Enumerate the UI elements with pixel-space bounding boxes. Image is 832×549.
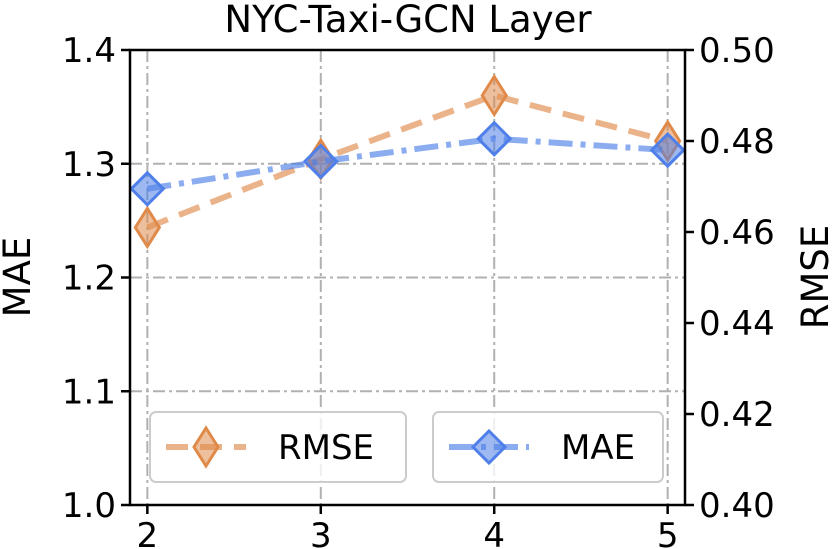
y-tick-label-left: 1.3 xyxy=(62,145,116,185)
legend-box-rmse xyxy=(149,411,407,483)
y-tick-label-left: 1.0 xyxy=(62,486,116,526)
y-tick-label-left: 1.2 xyxy=(62,259,116,299)
y-tick-label-right: 0.50 xyxy=(699,31,775,71)
legend-box-mae xyxy=(432,411,664,483)
legend-marker-mae xyxy=(470,428,508,466)
y-axis-label-right: RMSE xyxy=(794,225,832,330)
y-tick-label-left: 1.1 xyxy=(62,372,116,412)
series-layer xyxy=(129,73,686,250)
legend-label-mae: MAE xyxy=(561,428,635,468)
data-point-rmse xyxy=(133,205,162,250)
data-point-mae xyxy=(129,170,166,207)
data-point-mae xyxy=(302,143,339,180)
y-tick-label-right: 0.40 xyxy=(699,486,775,526)
legend: RMSE MAE xyxy=(149,411,664,483)
x-tick-label: 5 xyxy=(657,516,679,549)
y-tick-label-right: 0.48 xyxy=(699,122,775,162)
x-tick-label: 4 xyxy=(483,516,505,549)
legend-marker-rmse xyxy=(192,425,220,469)
series-line-mae xyxy=(146,135,668,192)
y-tick-label-right: 0.46 xyxy=(699,213,775,253)
y-tick-label-right: 0.44 xyxy=(699,304,775,344)
y-tick-label-right: 0.42 xyxy=(699,395,775,435)
x-tick-label: 3 xyxy=(310,516,332,549)
ticks-layer: 2 3 4 5 1.0 1.1 1.2 1.3 1.4 0.40 0.42 0.44 0.46 0.48 0… xyxy=(62,31,775,549)
data-point-rmse xyxy=(480,73,508,118)
y-axis-label-left: MAE xyxy=(0,237,39,318)
series-line-rmse xyxy=(146,92,669,231)
legend-label-rmse: RMSE xyxy=(278,428,374,468)
data-point-mae xyxy=(649,131,686,169)
x-tick-label: 2 xyxy=(137,516,159,549)
data-point-mae xyxy=(476,120,513,157)
y-tick-label-left: 1.4 xyxy=(62,31,116,71)
chart-title: NYC-Taxi-GCN Layer xyxy=(224,0,592,41)
